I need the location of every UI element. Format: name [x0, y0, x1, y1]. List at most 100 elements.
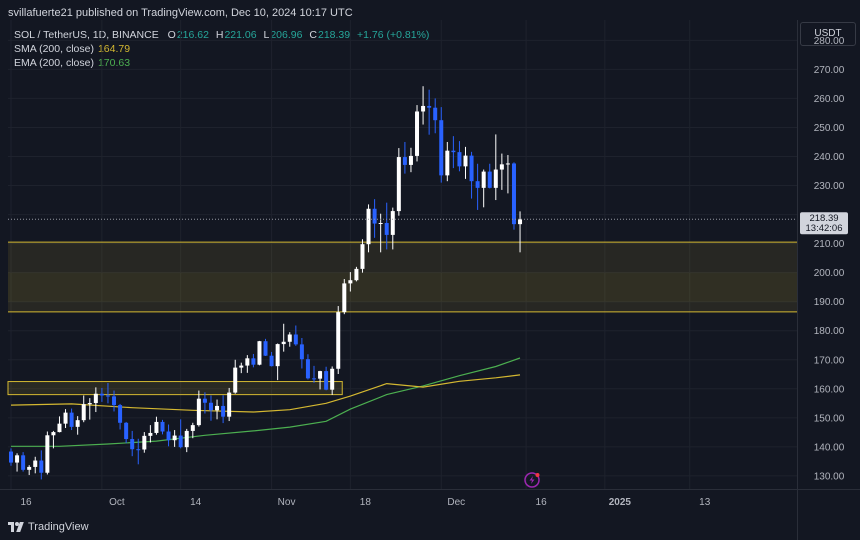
candle-down[interactable]: [9, 448, 13, 466]
candle-down[interactable]: [384, 202, 389, 250]
candle-up[interactable]: [390, 207, 395, 250]
candle-up[interactable]: [336, 306, 341, 375]
tradingview-logo[interactable]: TradingView: [8, 519, 89, 535]
candle-up[interactable]: [318, 370, 323, 390]
candle-down[interactable]: [372, 199, 377, 238]
candle-down[interactable]: [324, 366, 329, 391]
candle-up[interactable]: [27, 465, 32, 476]
candle-down[interactable]: [451, 136, 456, 169]
candle-down[interactable]: [130, 430, 135, 457]
candle-up[interactable]: [445, 141, 450, 182]
candle-down[interactable]: [69, 408, 74, 431]
alert-icon[interactable]: [524, 472, 540, 488]
candle-down[interactable]: [402, 141, 407, 174]
candle-down[interactable]: [136, 438, 141, 465]
candle-up[interactable]: [45, 431, 50, 475]
candle-down[interactable]: [21, 452, 26, 472]
candle-up[interactable]: [499, 153, 504, 190]
candle-up[interactable]: [15, 453, 20, 472]
candle-up[interactable]: [505, 155, 510, 194]
price-axis[interactable]: 130.00 140.00 150.00 160.00 170.00 180.00 190.…: [814, 36, 845, 483]
candle-down[interactable]: [112, 390, 117, 412]
candle-up[interactable]: [415, 105, 420, 162]
candle-body: [312, 378, 316, 380]
candle-up[interactable]: [348, 272, 353, 292]
candle-down[interactable]: [475, 163, 480, 210]
candle-down[interactable]: [439, 107, 444, 183]
candle-up[interactable]: [287, 332, 292, 347]
candle-up[interactable]: [154, 416, 159, 435]
candle-down[interactable]: [160, 419, 165, 435]
candle-up[interactable]: [33, 456, 38, 474]
candle-up[interactable]: [281, 323, 286, 352]
candle-down[interactable]: [457, 141, 462, 172]
candle-down[interactable]: [208, 395, 213, 421]
candle-down[interactable]: [202, 392, 207, 414]
sma-legend-row[interactable]: SMA (200, close) 164.79: [14, 42, 429, 56]
candle-up[interactable]: [366, 204, 371, 253]
candle-down[interactable]: [511, 162, 516, 230]
candle-up[interactable]: [257, 340, 262, 366]
candle-down[interactable]: [469, 151, 474, 199]
price-tick-label: 210.00: [814, 239, 845, 250]
candle-down[interactable]: [427, 89, 432, 135]
candle-down[interactable]: [178, 419, 183, 449]
candle-down[interactable]: [305, 354, 310, 380]
candle-down[interactable]: [221, 395, 226, 424]
candle-up[interactable]: [354, 266, 359, 282]
candle-up[interactable]: [87, 398, 92, 420]
candle-up[interactable]: [51, 430, 56, 449]
candle-up[interactable]: [215, 399, 220, 420]
candle-down[interactable]: [99, 387, 104, 402]
candle-up[interactable]: [481, 169, 486, 208]
candle-down[interactable]: [39, 450, 44, 480]
candle-down[interactable]: [299, 337, 304, 369]
candle-up[interactable]: [239, 362, 244, 374]
candle-up[interactable]: [190, 422, 195, 439]
ohlc-row[interactable]: SOL / TetherUS, 1D, BINANCE O216.62 H221…: [14, 28, 429, 42]
currency-button[interactable]: USDT: [800, 22, 856, 46]
candle-down[interactable]: [269, 351, 274, 367]
candle-up[interactable]: [63, 409, 68, 429]
candle-up[interactable]: [93, 387, 98, 413]
candle-up[interactable]: [81, 395, 86, 423]
candle-up[interactable]: [184, 428, 189, 453]
candle-down[interactable]: [251, 353, 256, 368]
candle-up[interactable]: [360, 239, 365, 273]
candle-down[interactable]: [118, 403, 123, 430]
candle-down[interactable]: [293, 325, 298, 346]
candle-body: [221, 405, 226, 417]
candle-down[interactable]: [433, 98, 438, 134]
candle-up[interactable]: [342, 279, 347, 315]
ema-legend-row[interactable]: EMA (200, close) 170.63: [14, 56, 429, 70]
candle-up[interactable]: [142, 432, 147, 453]
candle-up[interactable]: [57, 416, 62, 433]
candle-down[interactable]: [312, 365, 316, 383]
candle-up[interactable]: [493, 134, 498, 201]
candle-up[interactable]: [463, 146, 468, 179]
candle-body: [305, 359, 310, 379]
candle-up[interactable]: [378, 213, 383, 253]
candle-down[interactable]: [166, 424, 171, 447]
candle-up[interactable]: [233, 359, 238, 394]
candle-down[interactable]: [124, 421, 129, 444]
candle-up[interactable]: [172, 430, 177, 447]
candle-up[interactable]: [196, 390, 201, 427]
candle-up[interactable]: [245, 355, 250, 373]
candle-up[interactable]: [148, 425, 153, 443]
candle-up[interactable]: [275, 343, 280, 381]
candle-down[interactable]: [263, 338, 268, 356]
candle-up[interactable]: [330, 366, 335, 395]
candles[interactable]: [9, 86, 523, 480]
candle-up[interactable]: [518, 211, 523, 253]
candle-up[interactable]: [75, 416, 80, 435]
candle-up[interactable]: [421, 86, 426, 125]
candle-up[interactable]: [408, 147, 413, 173]
candle-down[interactable]: [105, 383, 110, 404]
candle-up[interactable]: [227, 387, 232, 422]
symbol-label[interactable]: SOL / TetherUS, 1D, BINANCE: [14, 29, 159, 41]
time-axis[interactable]: 16 Oct 14 Nov 18 Dec 16 2025 13: [20, 497, 710, 508]
candle-up[interactable]: [396, 148, 401, 216]
candle-down[interactable]: [487, 163, 492, 189]
